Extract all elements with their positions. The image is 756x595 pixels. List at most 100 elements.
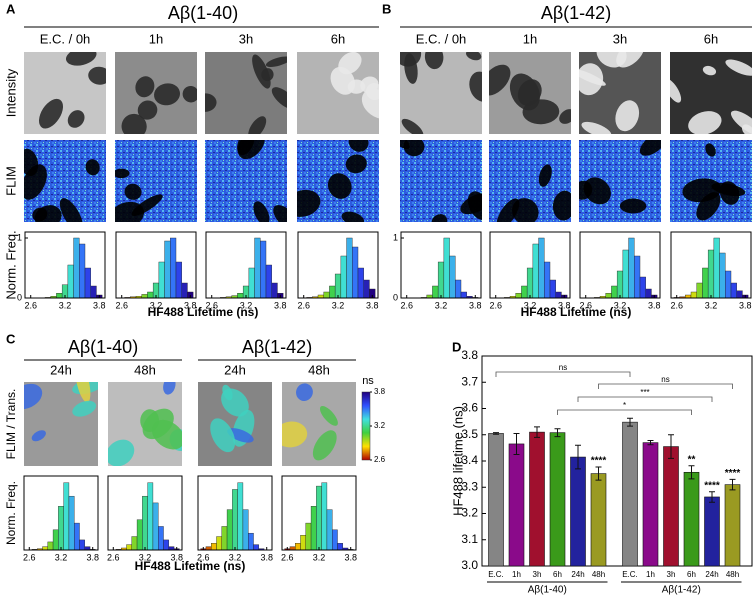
cell xyxy=(581,121,612,134)
y-tick-label: 3.5 xyxy=(461,427,478,441)
comparison-label: * xyxy=(623,401,626,410)
cell xyxy=(348,140,369,152)
x-tick-label: 3.2 xyxy=(229,552,242,562)
histogram-bar xyxy=(690,291,697,299)
cell xyxy=(273,205,287,222)
histogram-bar xyxy=(526,267,534,299)
histogram-bar xyxy=(538,237,545,299)
cell xyxy=(31,430,46,442)
micrograph xyxy=(115,52,197,134)
comparison-bracket xyxy=(495,371,631,377)
x-tick-label: 3.8 xyxy=(648,300,661,310)
histogram-bar xyxy=(616,270,624,299)
y-tick-label: 3.3 xyxy=(461,479,478,493)
cell xyxy=(163,382,176,395)
bar xyxy=(642,442,659,567)
x-tick-label: 3.8 xyxy=(344,552,357,562)
cell xyxy=(400,140,410,150)
histogram-bar xyxy=(271,282,278,299)
error-bar xyxy=(554,428,561,438)
cell xyxy=(404,53,418,84)
x-tick-label: 2.6 xyxy=(297,300,310,310)
cell xyxy=(124,183,142,200)
cell xyxy=(719,181,740,205)
histogram-bar xyxy=(163,539,169,551)
cell xyxy=(24,383,43,410)
cell xyxy=(297,189,321,217)
histogram-bar xyxy=(332,529,338,551)
cell xyxy=(365,83,379,101)
comparison-bracket xyxy=(557,409,692,415)
colorbar-tick-label: 2.6 xyxy=(374,455,386,464)
cell xyxy=(469,71,482,102)
x-tick-label: 3.8 xyxy=(260,552,273,562)
x-tick-label: 2.6 xyxy=(23,552,36,562)
histogram-bar xyxy=(334,273,342,299)
y-tick-label: 1 xyxy=(393,232,398,242)
cell xyxy=(552,190,571,221)
cell xyxy=(682,178,722,203)
micrograph xyxy=(297,52,379,134)
cell xyxy=(32,207,48,222)
x-tick-label: 3.2 xyxy=(139,552,152,562)
micrograph xyxy=(400,140,482,222)
colorbar-label: ns xyxy=(362,375,374,387)
histogram-bar xyxy=(310,506,317,551)
histogram-bar xyxy=(455,279,462,299)
column-label: 6h xyxy=(704,31,718,46)
histogram-bar xyxy=(432,285,439,299)
cell xyxy=(401,118,424,134)
micrograph xyxy=(297,140,379,222)
cell xyxy=(282,421,308,448)
cell xyxy=(467,191,482,220)
histogram-bar xyxy=(305,522,312,551)
colorbar-tick-label: 3.8 xyxy=(374,387,386,396)
panel-letter: D xyxy=(452,339,461,354)
histogram-bar xyxy=(253,544,259,551)
cell xyxy=(135,76,155,98)
cell xyxy=(271,87,287,110)
histogram-bar xyxy=(79,539,85,551)
histogram-bar xyxy=(73,237,80,299)
bar xyxy=(724,484,741,567)
x-tick-label: 48h xyxy=(726,570,739,579)
histogram-bar xyxy=(449,255,456,299)
row-label: Intensity xyxy=(3,68,18,117)
histogram-bar xyxy=(707,249,715,299)
histogram-bar xyxy=(340,255,347,299)
comparison-label: *** xyxy=(640,388,649,397)
bar xyxy=(663,446,679,567)
x-tick-label: 3.2 xyxy=(150,300,163,310)
x-tick-label: 3.2 xyxy=(524,300,537,310)
cell xyxy=(345,154,367,174)
cell xyxy=(24,148,39,177)
cell xyxy=(210,418,236,453)
group-title: Aβ(1-42) xyxy=(242,337,312,357)
histogram-bar xyxy=(142,495,148,551)
cell xyxy=(222,384,233,401)
cell xyxy=(615,100,640,132)
cell xyxy=(696,192,721,221)
histogram-bar xyxy=(164,240,171,299)
histogram-bar xyxy=(337,543,343,551)
histogram-bar xyxy=(248,532,254,551)
micrograph xyxy=(205,140,287,222)
x-tick-label: 2.6 xyxy=(197,552,210,562)
panel-title: Aβ(1-42) xyxy=(541,3,611,23)
x-tick-label: 2.6 xyxy=(115,300,128,310)
histogram-bar xyxy=(237,482,244,551)
histogram-bar xyxy=(63,482,70,551)
y-tick-label: 3.1 xyxy=(461,532,478,546)
colorbar-tick-label: 3.2 xyxy=(374,421,386,430)
histogram-bar xyxy=(242,509,249,551)
histogram-bar xyxy=(254,237,261,299)
cell xyxy=(237,140,255,156)
column-label: 24h xyxy=(50,362,72,377)
histogram-bar xyxy=(634,255,641,299)
cell xyxy=(85,159,100,176)
cell xyxy=(252,54,271,89)
histogram-bar xyxy=(346,237,353,299)
cell xyxy=(496,198,520,222)
cell xyxy=(319,405,338,426)
cell xyxy=(137,100,158,120)
